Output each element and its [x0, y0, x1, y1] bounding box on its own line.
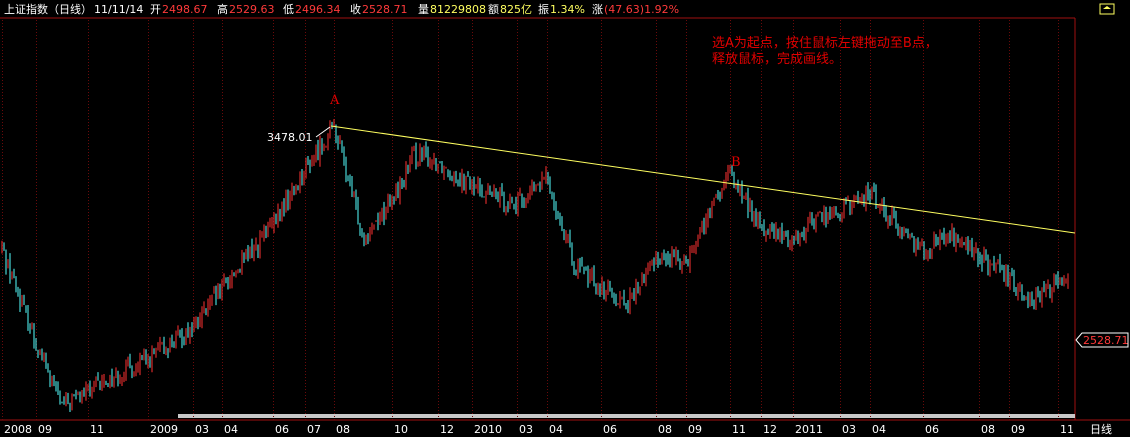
index-title: 上证指数（日线）	[4, 2, 92, 16]
x-axis-labels: 2008 09 11 2009 03 04 06 07 08 10 12 2010 03 04 06 08 09…	[4, 423, 1074, 436]
x-tick-label: 03	[195, 423, 209, 436]
volume-label: 量	[418, 3, 429, 16]
x-tick-label: 07	[307, 423, 321, 436]
close-label: 收	[350, 2, 361, 16]
time-scrollbar[interactable]	[178, 414, 1075, 418]
x-tick-label: 09	[38, 423, 52, 436]
x-tick-label: 08	[981, 423, 995, 436]
low-label: 低	[283, 3, 294, 16]
current-price-label: 2528.71	[1083, 334, 1129, 347]
x-tick-label: 06	[275, 423, 289, 436]
x-tick-label: 03	[519, 423, 533, 436]
point-b-label: B	[731, 155, 741, 170]
instruction-line-1: 选A为起点，按住鼠标左键拖动至B点，	[712, 36, 938, 51]
peak-value-label: 3478.01	[267, 131, 313, 144]
x-tick-label: 08	[658, 423, 672, 436]
quote-header: 上证指数（日线） 11/11/14 开 2498.67 高 2529.63 低 …	[4, 2, 679, 16]
x-tick-label: 11	[90, 423, 104, 436]
x-tick-label: 11	[732, 423, 746, 436]
high-value: 2529.63	[229, 3, 275, 16]
panel-menu-icon[interactable]	[1099, 3, 1115, 15]
x-tick-label: 08	[336, 423, 350, 436]
amount-value: 825亿	[500, 3, 532, 16]
x-tick-label: 09	[1011, 423, 1025, 436]
change-label: 涨	[592, 3, 603, 16]
x-tick-label: 04	[549, 423, 563, 436]
change-value: (47.63)1.92%	[604, 3, 679, 16]
x-tick-label: 06	[603, 423, 617, 436]
x-tick-label: 04	[224, 423, 238, 436]
amount-label: 额	[488, 3, 499, 16]
x-tick-label: 2011	[795, 423, 823, 436]
current-price-marker: 2528.71	[1075, 332, 1129, 348]
period-label[interactable]: 日线	[1090, 422, 1112, 436]
x-tick-label: 11	[1060, 423, 1074, 436]
x-tick-label: 03	[842, 423, 856, 436]
x-tick-label: 2009	[150, 423, 178, 436]
time-grid	[2, 20, 1059, 420]
x-tick-label: 2008	[4, 423, 32, 436]
x-tick-label: 09	[688, 423, 702, 436]
peak-leader-line	[315, 126, 331, 138]
amplitude-label: 振	[538, 2, 549, 16]
close-value: 2528.71	[362, 3, 408, 16]
quote-date: 11/11/14	[94, 3, 143, 16]
open-label: 开	[150, 3, 161, 16]
x-tick-label: 10	[394, 423, 408, 436]
x-tick-label: 12	[763, 423, 777, 436]
trendline[interactable]	[330, 125, 1076, 234]
x-tick-label: 04	[872, 423, 886, 436]
x-tick-label: 12	[440, 423, 454, 436]
candles	[1, 119, 1069, 412]
point-a-label: A	[329, 93, 340, 108]
x-tick-label: 06	[925, 423, 939, 436]
high-label: 高	[217, 2, 228, 16]
low-value: 2496.34	[295, 3, 341, 16]
open-value: 2498.67	[162, 3, 208, 16]
instruction-line-2: 释放鼠标，完成画线。	[712, 52, 842, 67]
amplitude-value: 1.34%	[550, 3, 585, 16]
volume-value: 81229808	[430, 3, 486, 16]
x-tick-label: 2010	[474, 423, 502, 436]
